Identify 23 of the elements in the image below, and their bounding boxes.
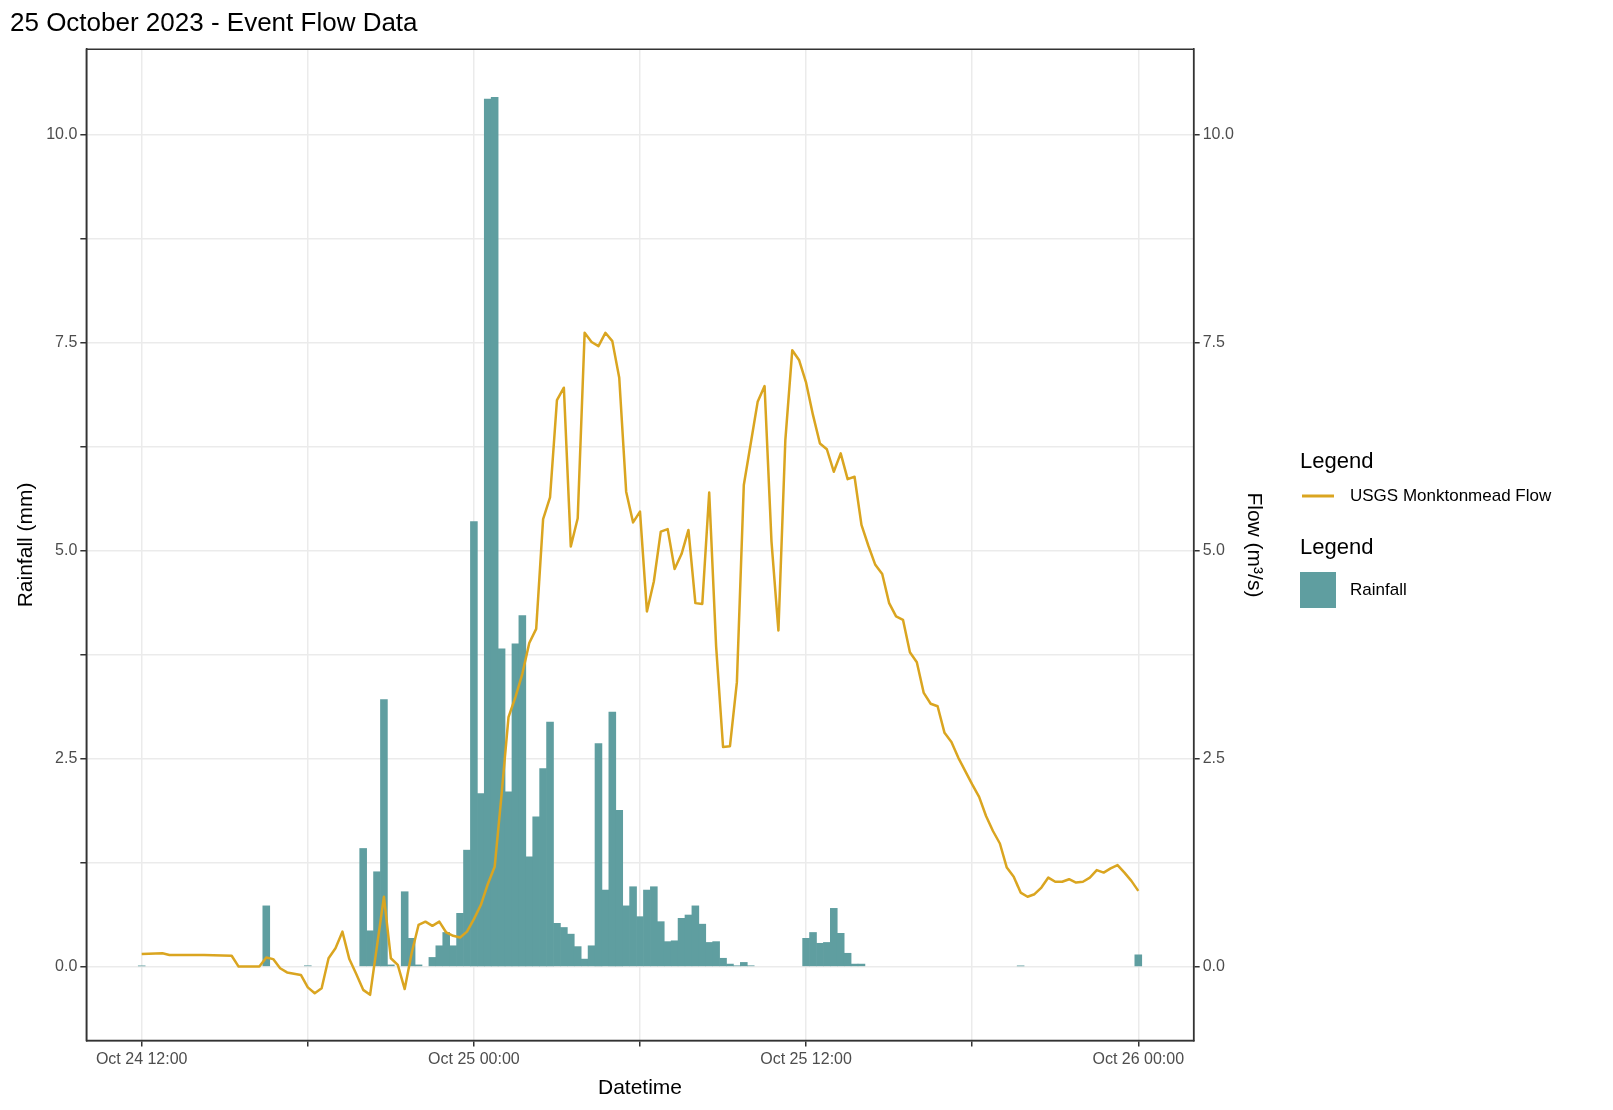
y2-axis-title: Flow (m³/s) <box>1243 492 1267 598</box>
y2-tick-label: 0.0 <box>1202 956 1225 974</box>
x-tick-label: Oct 26 00:00 <box>1092 1049 1185 1067</box>
text: Legend <box>1300 534 1374 559</box>
legend-title: Legend <box>1300 448 1375 474</box>
y2-tick-label: 7.5 <box>1202 333 1225 351</box>
x-tick-label: Oct 24 12:00 <box>95 1049 188 1067</box>
y-tick-label: 7.5 <box>55 333 78 351</box>
y-tick-label: 0.0 <box>55 956 78 974</box>
y-tick-label: 2.5 <box>55 749 78 767</box>
y2-tick-label: 10.0 <box>1202 125 1234 143</box>
x-tick-label: Oct 25 00:00 <box>428 1049 520 1067</box>
y2-tick-label: 5.0 <box>1202 541 1225 559</box>
bar <box>262 905 271 967</box>
y2-tick-label: 2.5 <box>1202 749 1225 767</box>
x-tick-label: Oct 25 12:00 <box>760 1049 852 1067</box>
y-tick-label: 10.0 <box>46 125 78 143</box>
y-axis-title: Rainfall (mm) <box>13 482 37 608</box>
y-tick-label: 5.0 <box>55 541 78 559</box>
x-axis-title: Datetime <box>597 1075 683 1099</box>
legend-label: USGS Monktonmead Flow <box>1350 486 1552 506</box>
chart-title: 25 October 2023 - Event Flow Data <box>10 6 419 37</box>
legend-label: Rainfall <box>1350 580 1407 600</box>
